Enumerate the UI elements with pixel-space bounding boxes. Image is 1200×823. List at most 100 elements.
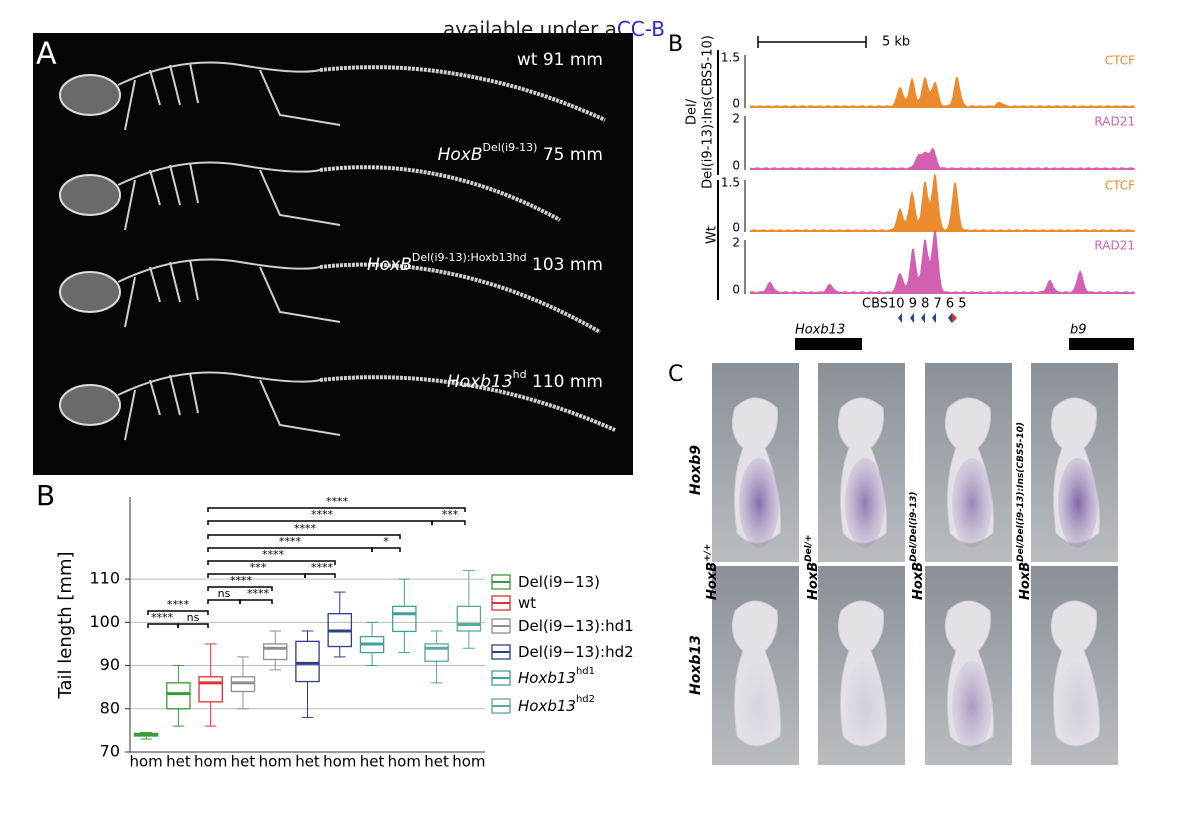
label-base: Hoxb13 bbox=[518, 669, 576, 687]
specimen-label: wt 91 mm bbox=[517, 50, 603, 70]
y-tick-label: 110 bbox=[89, 569, 120, 588]
track-max: 2 bbox=[732, 236, 740, 250]
sig-label: **** bbox=[151, 611, 174, 624]
x-tick-label: het bbox=[166, 753, 191, 771]
sig-bracket bbox=[207, 534, 401, 539]
track-min: 0 bbox=[732, 97, 740, 111]
skeleton bbox=[59, 161, 561, 231]
label-sup: +/+ bbox=[703, 544, 713, 562]
legend-label: Del(i9−13):hd2 bbox=[518, 643, 634, 661]
label-sup: hd1 bbox=[576, 666, 595, 677]
specimen-label: Hoxb13hd 110 mm bbox=[447, 368, 603, 392]
track-max: 1.5 bbox=[721, 51, 740, 65]
scale-label: 5 kb bbox=[882, 35, 910, 50]
ribs bbox=[124, 62, 341, 131]
sig-label: ns bbox=[187, 611, 200, 624]
sig-bracket bbox=[177, 623, 209, 628]
sig-label: **** bbox=[167, 598, 190, 611]
label-sup: Del/Del(i9-13):Ins(CBS5-10) bbox=[1016, 422, 1026, 562]
track-max: 2 bbox=[732, 112, 740, 126]
x-tick-label: hom bbox=[388, 753, 421, 771]
specimen-label: HoxBDel(i9-13):Hoxb13hd 103 mm bbox=[367, 251, 603, 275]
skull bbox=[59, 74, 121, 116]
label-rest: 91 mm bbox=[537, 50, 603, 70]
legend-label: Del(i9−13) bbox=[518, 573, 600, 591]
sig-label: **** bbox=[311, 561, 334, 574]
cbs-arrow bbox=[932, 313, 936, 323]
skull bbox=[59, 384, 121, 426]
y-tick-label: 80 bbox=[100, 698, 120, 717]
column-label: HoxBDel/+ bbox=[804, 534, 821, 600]
skeleton bbox=[59, 61, 606, 131]
sig-label: * bbox=[383, 535, 389, 548]
panel-letter: B bbox=[36, 479, 55, 512]
label-base: HoxB bbox=[367, 255, 412, 275]
label-sup: Del/+ bbox=[804, 534, 814, 562]
specimen-label: HoxBDel(i9-13) 75 mm bbox=[438, 141, 603, 165]
stain bbox=[739, 458, 779, 548]
cbs-arrow bbox=[952, 313, 957, 323]
gene-bar bbox=[1069, 338, 1134, 350]
box bbox=[166, 682, 191, 710]
signal-track bbox=[750, 230, 1135, 294]
label-base: Del(i9−13):hd2 bbox=[518, 643, 634, 661]
track-min: 0 bbox=[732, 159, 740, 173]
sig-label: **** bbox=[247, 587, 270, 600]
label-rest: 75 mm bbox=[537, 145, 603, 165]
legend-label: Del(i9−13):hd1 bbox=[518, 617, 634, 635]
sig-label: **** bbox=[230, 574, 253, 587]
x-tick-label: hom bbox=[259, 753, 292, 771]
in-situ-panel: CHoxb9Hoxb13HoxB+/+HoxBDel/+HoxBDel/Del(… bbox=[668, 362, 1118, 765]
y-tick-label: 100 bbox=[89, 612, 120, 631]
x-tick-label: hom bbox=[452, 753, 485, 771]
signal-track bbox=[750, 173, 1135, 232]
ribs bbox=[124, 259, 341, 328]
track-name: RAD21 bbox=[1094, 239, 1135, 253]
xray-panel bbox=[33, 33, 633, 475]
box bbox=[424, 643, 449, 662]
label-base: HoxB bbox=[705, 562, 720, 600]
column-label: HoxBDel/Del(i9-13):Ins(CBS5-10) bbox=[1016, 422, 1033, 600]
box bbox=[456, 605, 482, 632]
cbs-arrow bbox=[921, 313, 925, 323]
scale-bar bbox=[757, 36, 867, 48]
spine bbox=[117, 258, 321, 283]
track-name: CTCF bbox=[1105, 54, 1135, 68]
sig-bracket bbox=[207, 586, 273, 591]
panel-letter: B bbox=[668, 32, 683, 57]
legend-label: Hoxb13hd1 bbox=[518, 666, 595, 687]
stain bbox=[952, 458, 992, 548]
x-tick-label: hom bbox=[129, 753, 162, 771]
gene-label: b9 bbox=[1070, 323, 1087, 338]
tail bbox=[319, 165, 561, 222]
sig-bracket bbox=[147, 610, 209, 615]
label-base: HoxB bbox=[438, 145, 483, 165]
label-base: HoxB bbox=[806, 562, 821, 600]
tail bbox=[319, 262, 601, 334]
x-tick-label: hom bbox=[323, 753, 356, 771]
label-base: Del(i9−13) bbox=[518, 573, 600, 591]
label-sup: Del/Del(i9-13) bbox=[909, 491, 919, 561]
sig-label: **** bbox=[262, 548, 285, 561]
track-min: 0 bbox=[732, 221, 740, 235]
x-tick-label: het bbox=[231, 753, 256, 771]
sig-label: **** bbox=[326, 495, 349, 508]
label-sup: Del(i9-13) bbox=[483, 141, 538, 154]
sig-bracket bbox=[207, 599, 241, 604]
label-base: Del(i9−13):hd1 bbox=[518, 617, 634, 635]
sig-bracket bbox=[207, 547, 373, 552]
stain bbox=[1058, 661, 1098, 751]
track-max: 1.5 bbox=[721, 176, 740, 190]
tail bbox=[319, 65, 606, 122]
gene-bar bbox=[795, 338, 862, 350]
box bbox=[295, 640, 320, 683]
track-min: 0 bbox=[732, 283, 740, 297]
stain bbox=[845, 458, 885, 548]
stain bbox=[1058, 458, 1098, 548]
sig-label: **** bbox=[311, 508, 334, 521]
stain bbox=[739, 661, 779, 751]
sig-bracket bbox=[239, 599, 273, 604]
sig-label: **** bbox=[279, 535, 302, 548]
track-name: CTCF bbox=[1105, 179, 1135, 193]
